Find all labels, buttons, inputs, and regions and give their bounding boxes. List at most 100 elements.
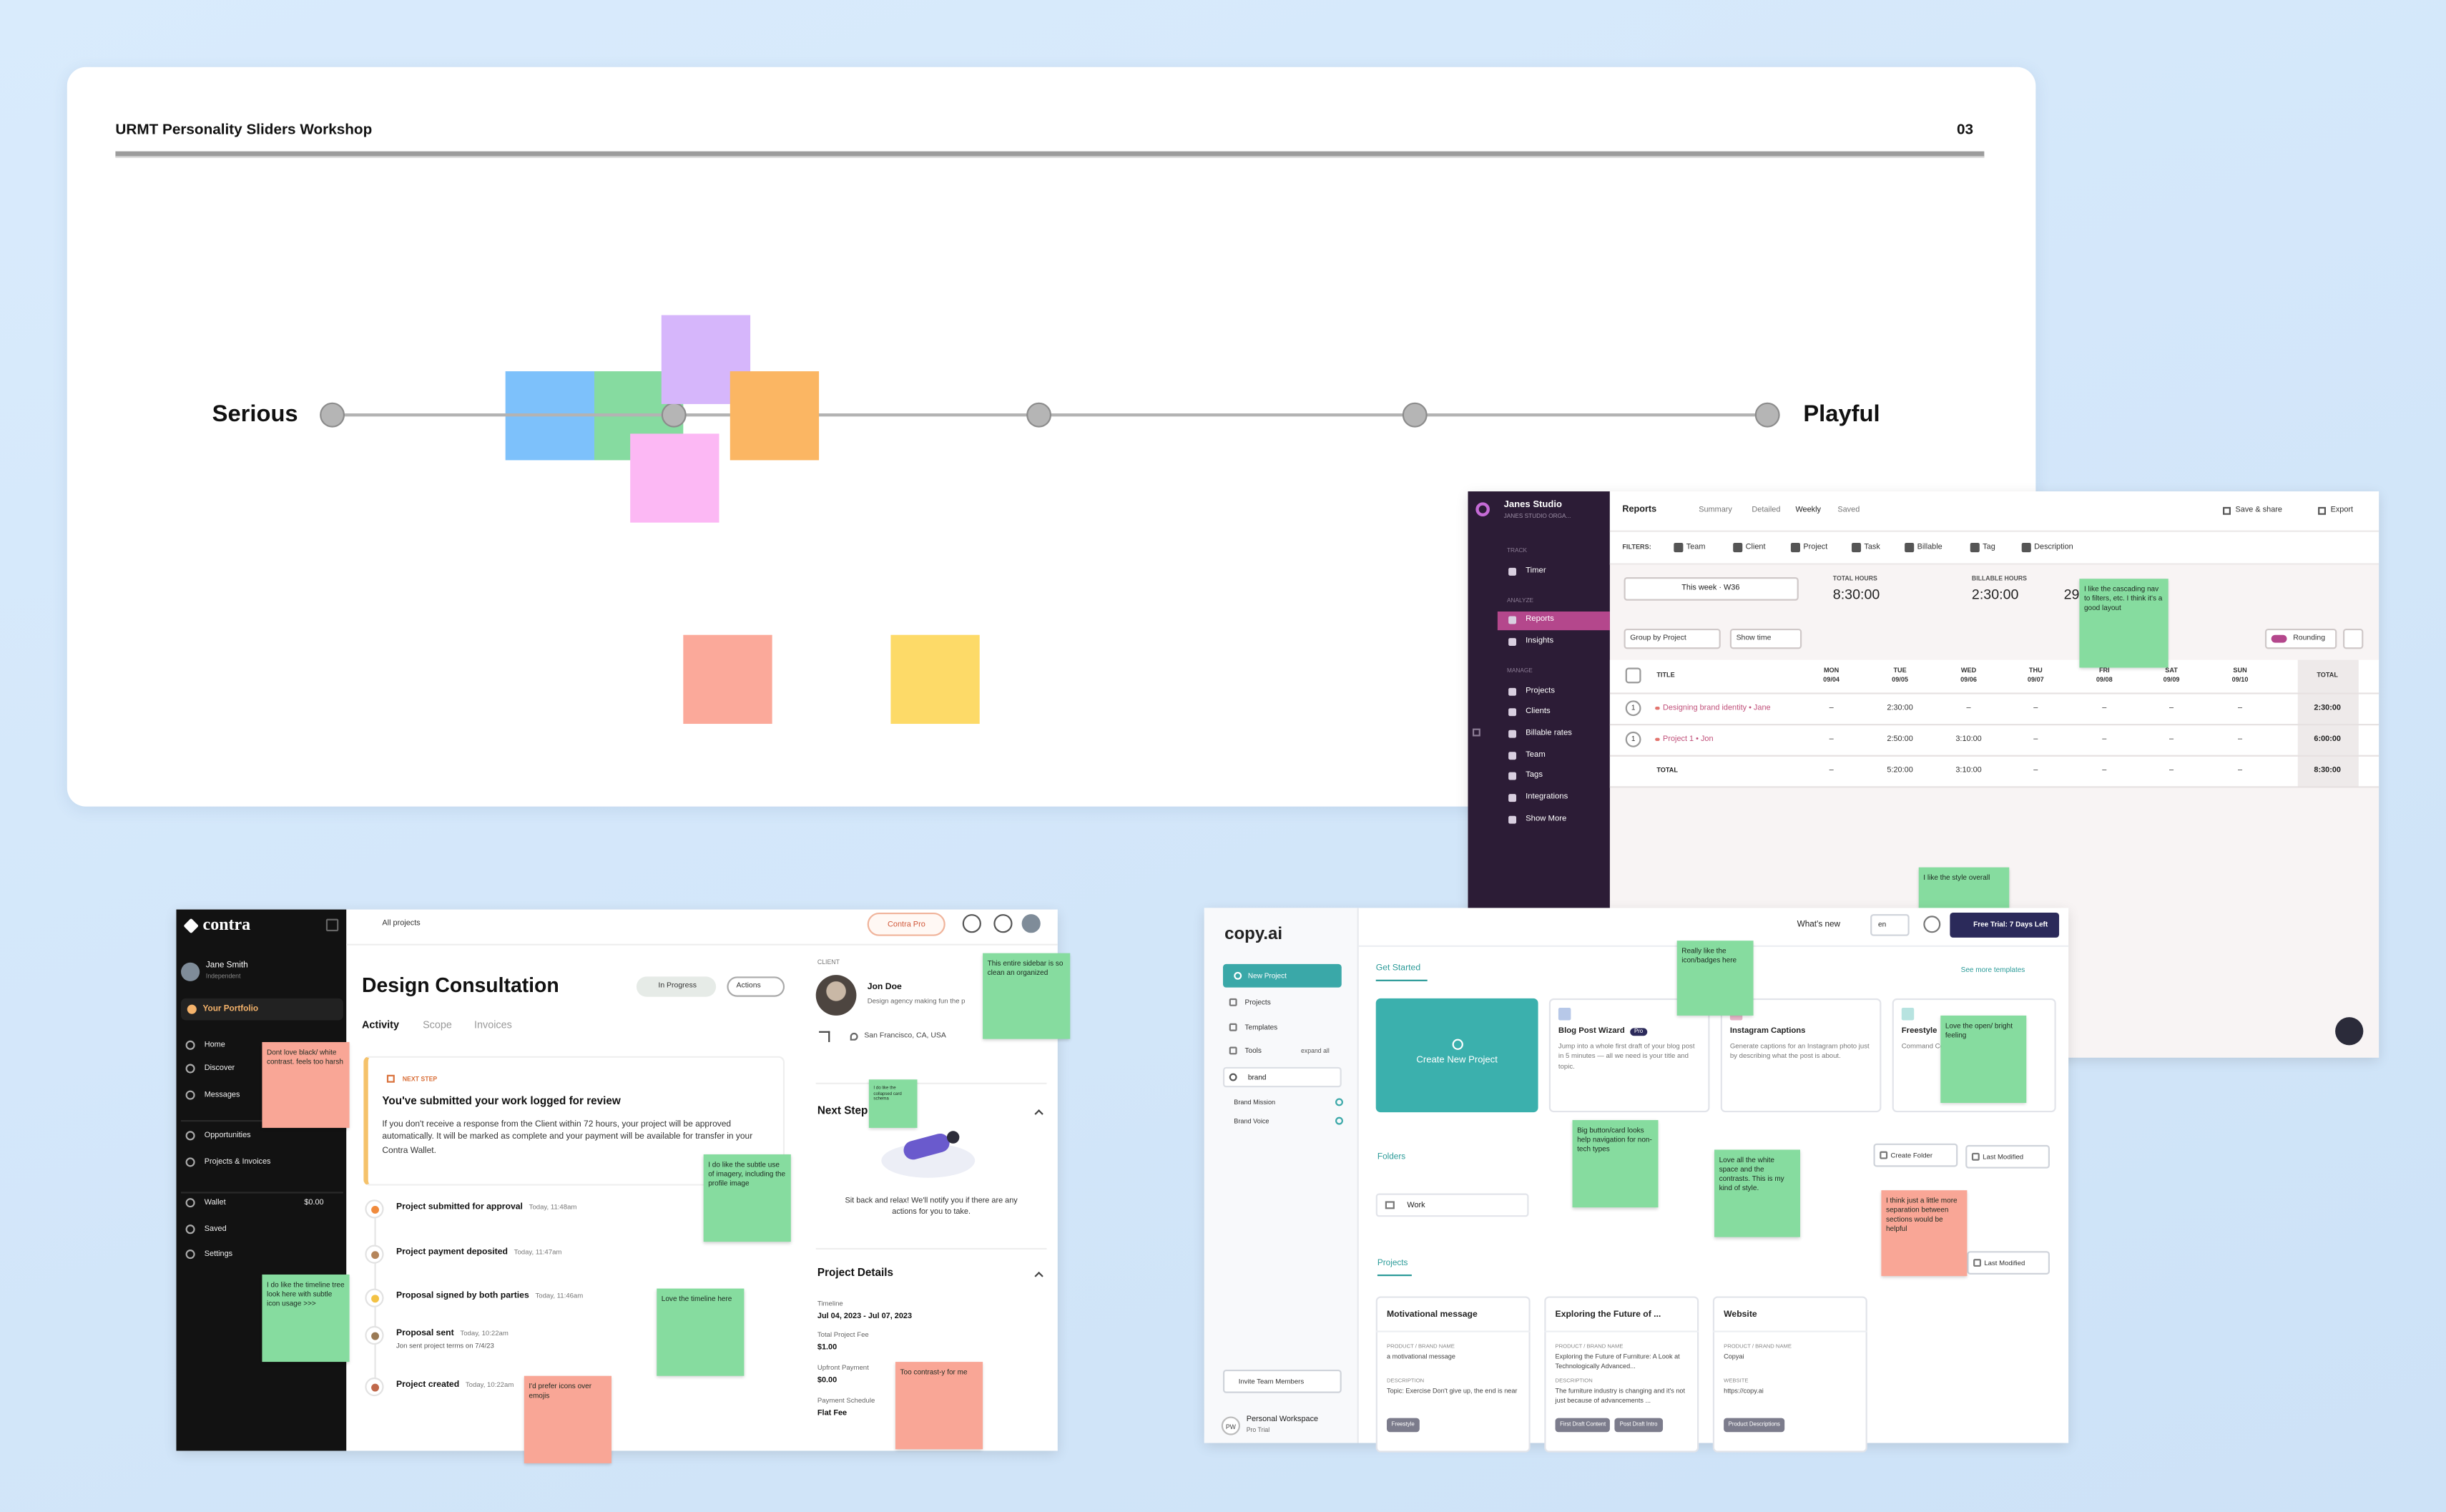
top-icon[interactable] bbox=[1021, 914, 1041, 933]
timeline-row: Project created Today, 10:22am bbox=[396, 1380, 770, 1393]
nav-item[interactable]: Integrations bbox=[1526, 792, 1568, 802]
see-more[interactable]: See more templates bbox=[1960, 966, 2025, 974]
nav-item[interactable]: Show More bbox=[1526, 814, 1567, 824]
project-text: The furniture industry is changing and i… bbox=[1555, 1386, 1686, 1404]
report-tab[interactable]: Reports bbox=[1622, 505, 1657, 515]
nav-item[interactable]: Billable rates bbox=[1526, 728, 1572, 738]
header bbox=[1609, 491, 2379, 565]
get-started[interactable]: Get Started bbox=[1375, 963, 1421, 974]
column-day: TUE bbox=[1893, 665, 1907, 674]
project-tab[interactable]: Scope bbox=[423, 1020, 452, 1031]
create-folder[interactable] bbox=[1873, 1143, 1958, 1167]
invite-button[interactable] bbox=[1222, 1370, 1342, 1393]
slider-stop bbox=[1026, 402, 1052, 428]
report-tab[interactable]: Detailed bbox=[1752, 505, 1781, 515]
nav-item[interactable]: Discover bbox=[204, 1063, 235, 1073]
tool-item[interactable]: Brand Mission bbox=[1234, 1097, 1276, 1106]
row-total: 2:30:00 bbox=[2314, 703, 2341, 713]
nav-item[interactable]: Opportunities bbox=[204, 1130, 251, 1140]
filter-icon bbox=[1851, 541, 1862, 552]
new-project-button[interactable] bbox=[1222, 963, 1342, 988]
nav-item[interactable]: Saved bbox=[204, 1224, 227, 1234]
header-action[interactable]: Export bbox=[2330, 505, 2354, 515]
detail-label: Timeline bbox=[817, 1299, 843, 1307]
nav-item[interactable]: Messages bbox=[204, 1089, 240, 1099]
nav-item[interactable]: Projects bbox=[1244, 997, 1271, 1006]
filter[interactable]: Client bbox=[1745, 543, 1766, 553]
show-time[interactable] bbox=[1729, 628, 1802, 649]
pro-pill[interactable] bbox=[867, 912, 946, 936]
filter[interactable]: Project bbox=[1803, 543, 1828, 553]
filter[interactable]: Billable bbox=[1917, 543, 1942, 553]
language-select[interactable] bbox=[1870, 914, 1910, 936]
nav-icon bbox=[1508, 637, 1517, 646]
back-link[interactable]: All projects bbox=[382, 918, 421, 928]
nav-item[interactable]: Tags bbox=[1526, 771, 1543, 781]
report-tab[interactable]: Weekly bbox=[1795, 505, 1822, 515]
project-tab[interactable]: Invoices bbox=[474, 1020, 512, 1031]
settings-button[interactable] bbox=[2343, 628, 2364, 649]
sort-select[interactable] bbox=[1967, 1251, 2050, 1275]
nav-item[interactable]: Home bbox=[204, 1039, 225, 1049]
chevron[interactable] bbox=[1034, 1271, 1043, 1281]
nav-item[interactable]: Projects & Invoices bbox=[204, 1157, 271, 1167]
trial-button[interactable] bbox=[1950, 912, 2060, 938]
nav-item[interactable]: Templates bbox=[1244, 1022, 1278, 1031]
report-tab[interactable]: Saved bbox=[1837, 505, 1860, 515]
row-rule bbox=[1609, 786, 2379, 788]
report-tab[interactable]: Summary bbox=[1699, 505, 1732, 515]
help-icon[interactable] bbox=[1923, 915, 1941, 933]
sticky-note: I do like the timeline tree look here wi… bbox=[262, 1274, 350, 1363]
filter[interactable]: Tag bbox=[1983, 543, 1995, 553]
workshop-slide: URMT Personality Sliders Workshop 03 Serio… bbox=[67, 67, 2036, 807]
client-bio: Design agency making fun the p bbox=[867, 996, 966, 1005]
top-icon[interactable] bbox=[962, 914, 981, 933]
nav-item[interactable]: Reports bbox=[1526, 614, 1554, 624]
header-action[interactable]: Save & share bbox=[2235, 505, 2283, 515]
workspace-name: Personal Workspace bbox=[1246, 1415, 1319, 1425]
expand-all[interactable]: expand all bbox=[1301, 1046, 1330, 1054]
whats-new[interactable]: What's new bbox=[1797, 920, 1841, 930]
nav-item[interactable]: Clients bbox=[1526, 707, 1551, 717]
template-card[interactable] bbox=[1548, 998, 1710, 1113]
relax: Sit back and relax! We'll notify you if … bbox=[845, 1196, 1018, 1217]
nav-icon bbox=[1508, 772, 1517, 781]
sidebar-toggle[interactable] bbox=[325, 918, 339, 932]
project-title: Website bbox=[1724, 1310, 1757, 1320]
week-picker[interactable] bbox=[1624, 577, 1799, 601]
portfolio-link[interactable] bbox=[181, 998, 343, 1021]
filter-icon bbox=[2021, 541, 2031, 552]
sticky-text: Big button/card looks help navigation fo… bbox=[1577, 1126, 1652, 1153]
nav-item[interactable]: Settings bbox=[204, 1248, 233, 1259]
projects-title: Projects bbox=[1377, 1259, 1408, 1269]
top-icon[interactable] bbox=[993, 914, 1013, 933]
project-rule bbox=[1712, 1330, 1867, 1332]
search-box[interactable] bbox=[1222, 1066, 1342, 1088]
nav-item[interactable]: Wallet bbox=[204, 1197, 226, 1207]
filter[interactable]: Team bbox=[1686, 543, 1706, 553]
create-card[interactable] bbox=[1375, 998, 1538, 1113]
folder-card[interactable] bbox=[1375, 1193, 1529, 1217]
chevron[interactable] bbox=[1034, 1109, 1043, 1119]
nav-item[interactable]: Insights bbox=[1526, 636, 1554, 646]
row-count-text: 1 bbox=[1631, 735, 1636, 743]
sort-select[interactable] bbox=[1965, 1144, 2050, 1169]
nav-item[interactable]: Tools bbox=[1244, 1046, 1262, 1054]
actions-pill[interactable] bbox=[727, 976, 785, 997]
illustration-head bbox=[946, 1131, 960, 1144]
project-tab[interactable]: Activity bbox=[362, 1020, 399, 1031]
nav-item[interactable]: Timer bbox=[1526, 565, 1546, 575]
filter[interactable]: Description bbox=[2034, 543, 2073, 553]
sticky-note: Really like the icon/badges here bbox=[1676, 941, 1754, 1016]
timeline-emoji bbox=[370, 1294, 378, 1302]
filter[interactable]: Task bbox=[1864, 543, 1880, 553]
group-by[interactable] bbox=[1624, 628, 1721, 649]
nav-item[interactable]: Projects bbox=[1526, 685, 1556, 695]
nav-item[interactable]: Team bbox=[1526, 750, 1546, 760]
template-card[interactable] bbox=[1720, 998, 1882, 1113]
tool-item[interactable]: Brand Voice bbox=[1234, 1116, 1269, 1124]
detail-value: Jul 04, 2023 - Jul 07, 2023 bbox=[817, 1312, 913, 1322]
collapse-button[interactable] bbox=[1625, 667, 1641, 684]
link-icon[interactable] bbox=[819, 1031, 830, 1042]
filter-rule bbox=[1609, 563, 2379, 565]
